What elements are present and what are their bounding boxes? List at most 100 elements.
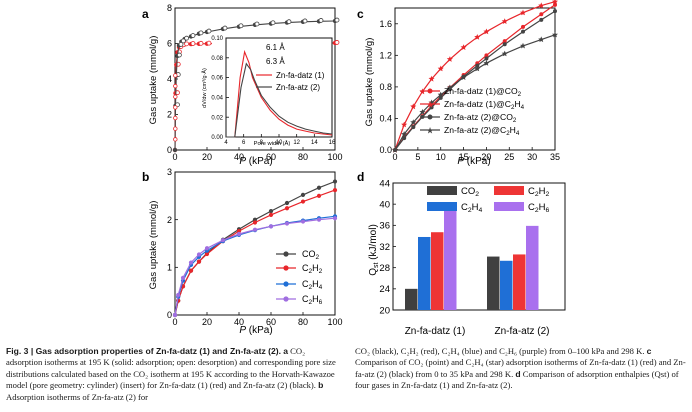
- panel-a-ylabel: Gas uptake (mmol/g): [148, 36, 159, 125]
- y-tick-label: 6: [167, 39, 172, 49]
- inset-ylabel: dV/dw (cm³/g·Å): [201, 68, 208, 108]
- series-point-1: [284, 206, 290, 211]
- panel-a-lowp-point: [173, 94, 178, 99]
- bar-1-3: [526, 225, 539, 310]
- series-point-1: [483, 28, 490, 35]
- panel-c-xlabel: P (kPa): [457, 156, 490, 167]
- series-point-1: [474, 34, 481, 40]
- panel-d-category-1: Zn-fa-datz (1): [405, 326, 466, 337]
- series-point-1: [196, 259, 202, 264]
- y-tick-label: 0.10: [211, 36, 223, 42]
- panel-a-desorb-point-1: [334, 17, 340, 23]
- x-tick-label: 0: [392, 152, 397, 162]
- y-tick-label: 0: [167, 310, 172, 320]
- inset-peak-label-1: 6.1 Å: [266, 43, 285, 52]
- series-point-3: [316, 217, 322, 222]
- caption-left-text: CO₂ adsorption isotherms at 195 K (solid…: [6, 346, 336, 391]
- legend-d-c2h6: C2H6: [494, 202, 550, 214]
- y-tick-label: 4: [167, 74, 172, 84]
- y-tick-label: 20: [379, 305, 390, 316]
- legend-d-c2h2: C2H2: [494, 186, 550, 198]
- panel-b-label: b: [142, 170, 149, 184]
- x-tick-label: 15: [459, 152, 469, 162]
- y-tick-label: 2: [167, 215, 172, 225]
- series-point-0: [300, 192, 306, 197]
- y-tick-label: 36: [379, 221, 390, 232]
- inset-background: [212, 38, 332, 138]
- x-tick-label: 40: [234, 317, 244, 327]
- legend-d-c2h6-swatch: [494, 202, 524, 211]
- x-tick-label: 8: [260, 140, 264, 146]
- caption-right-d: Comparison of adsorption enthalpies (Qst…: [355, 368, 679, 391]
- bar-0-3: [444, 207, 457, 310]
- caption-d-label: d: [515, 368, 521, 379]
- panel-c-legend: Zn-fa-datz (1)@CO2 ★ Zn-fa-datz (1)@C2H4…: [420, 86, 525, 137]
- x-tick-label: 35: [550, 152, 560, 162]
- series-point-2: [539, 17, 544, 22]
- caption-left-tail: Adsorption isotherms of Zn-fa-atz (2) fo…: [6, 391, 148, 402]
- y-tick-label: 8: [167, 3, 172, 13]
- series-point-3: [204, 246, 210, 251]
- y-tick-label: 0.4: [379, 114, 392, 124]
- series-point-3: [552, 31, 558, 38]
- series-point-1: [538, 2, 545, 9]
- legend-c-3: Zn-fa-atz (2)@CO2: [420, 112, 517, 124]
- bar-0-1: [418, 236, 431, 310]
- series-point-3: [483, 60, 490, 66]
- bar-1-0: [487, 256, 500, 310]
- y-tick-label: 32: [379, 242, 390, 253]
- x-tick-label: 6: [242, 140, 246, 146]
- y-tick-label: 40: [379, 199, 390, 210]
- legend-b-c2h2: C2H2: [276, 263, 323, 275]
- caption-b-label: b: [318, 380, 324, 391]
- panel-a-desorb-point-1: [286, 19, 292, 25]
- x-tick-label: 30: [527, 152, 537, 162]
- y-tick-label: 1.6: [379, 19, 392, 29]
- series-point-1: [446, 56, 453, 62]
- bar-1-1: [500, 260, 513, 310]
- panel-a-desorb-point-1: [270, 20, 276, 26]
- series-point-3: [474, 65, 481, 72]
- svg-text:C2H6: C2H6: [302, 294, 323, 306]
- svg-text:C2H2: C2H2: [302, 263, 323, 275]
- panel-c-label: c: [357, 7, 364, 21]
- series-point-2: [411, 125, 416, 130]
- series-point-1: [428, 75, 435, 82]
- panel-b-legend: CO2 C2H2 C2H4 C2H6: [276, 249, 323, 306]
- plot-frame: [394, 7, 556, 151]
- panel-d-chart: 20 24 28 32 36 40 44: [379, 178, 566, 316]
- svg-text:Zn-fa-datz (1)@C2H4: Zn-fa-datz (1)@C2H4: [444, 99, 525, 111]
- panel-a-desorb-point-1: [302, 18, 308, 24]
- caption-c-label: c: [646, 346, 652, 356]
- svg-text:Zn-fa-atz (2)@CO2: Zn-fa-atz (2)@CO2: [444, 112, 517, 124]
- y-tick-label: 0.02: [211, 115, 223, 121]
- series-point-3: [437, 91, 444, 98]
- inset-legend: Zn-fa-datz (1) Zn-fa-atz (2): [256, 71, 325, 92]
- svg-text:Zn-fa-atz (2)@C2H4: Zn-fa-atz (2)@C2H4: [444, 125, 520, 137]
- series-point-3: [172, 312, 178, 318]
- legend-c-1: Zn-fa-datz (1)@CO2: [420, 86, 522, 98]
- panel-a-desorb-point-1: [222, 25, 228, 31]
- panel-a-desorb-point-1: [176, 52, 182, 58]
- x-tick-label: 100: [327, 152, 342, 162]
- legend-d-c2h4-swatch: [427, 202, 457, 211]
- panel-d-category-2: Zn-fa-atz (2): [494, 326, 549, 337]
- panel-a-lowp-point: [173, 83, 178, 89]
- series-line-1: [394, 1, 556, 151]
- series-point-3: [284, 221, 290, 226]
- bar-0-2: [431, 232, 444, 310]
- legend-b-c2h4-marker: [283, 281, 289, 287]
- series-point-1: [332, 188, 338, 193]
- series-point-3: [180, 275, 186, 280]
- x-tick-label: 14: [311, 140, 318, 146]
- panel-a-xlabel: P (kPa): [239, 156, 272, 167]
- panel-a-desorb-point-0: [198, 40, 204, 46]
- legend-b-c2h4: C2H4: [276, 279, 323, 291]
- series-point-2: [429, 105, 434, 110]
- x-tick-label: 25: [504, 152, 514, 162]
- legend-b-co2: CO2: [276, 249, 320, 261]
- series-point-3: [446, 84, 453, 91]
- series-point-3: [410, 119, 417, 125]
- series-line-3: [174, 217, 336, 316]
